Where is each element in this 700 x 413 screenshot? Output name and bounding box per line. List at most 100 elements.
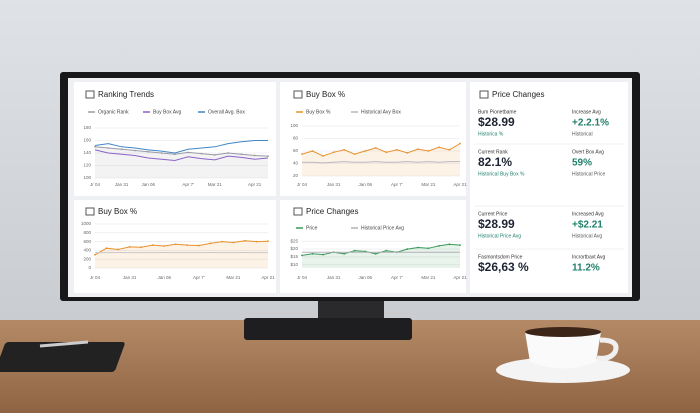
x-tick-label: Apr 21 — [453, 275, 467, 280]
title-icon — [293, 207, 303, 216]
chart-title: Ranking Trends — [98, 90, 154, 99]
panel — [74, 200, 276, 293]
point — [374, 146, 377, 149]
point — [128, 245, 131, 248]
legend-label: Overall Avg. Box — [208, 109, 245, 115]
point — [160, 152, 163, 154]
title-icon — [85, 207, 95, 216]
card-label: Incrortbaxt Avg — [572, 254, 605, 260]
x-tick-label: Apr 21 — [453, 182, 467, 187]
point — [459, 244, 461, 247]
point — [406, 248, 409, 250]
point — [406, 151, 409, 154]
point — [427, 150, 430, 152]
point — [353, 153, 356, 156]
notebook — [0, 342, 125, 372]
card-label: Increase Avg — [572, 109, 601, 115]
point — [253, 154, 256, 157]
x-tick-label: Jan 06 — [157, 275, 171, 280]
point — [395, 148, 398, 151]
title-icon — [479, 90, 489, 99]
point — [94, 253, 96, 256]
x-tick-label: Jan 31 — [327, 275, 341, 280]
point — [107, 147, 110, 149]
legend-label: Buy Box Avg — [153, 109, 181, 115]
point — [343, 252, 346, 255]
y-tick-label: $10 — [290, 262, 298, 267]
x-tick-label: Apr 7' — [391, 182, 403, 187]
point — [267, 240, 269, 243]
card-sub: Historica % — [478, 131, 504, 137]
legend-label: Organic Rank — [98, 109, 129, 115]
saucer — [496, 357, 630, 383]
y-tick-label: $15 — [290, 254, 298, 259]
chart-title: Price Changes — [306, 207, 358, 216]
panel — [280, 82, 466, 196]
point — [120, 148, 123, 151]
point — [301, 254, 303, 257]
x-tick-label: Mar 21 — [421, 182, 436, 187]
point — [151, 244, 154, 247]
card-label: Current Rank — [478, 149, 508, 155]
area — [302, 244, 460, 268]
series-line — [94, 149, 269, 162]
point — [322, 253, 324, 256]
series-line — [301, 143, 461, 157]
point — [117, 248, 119, 251]
point — [385, 151, 388, 154]
pen — [39, 340, 89, 348]
point — [311, 150, 314, 152]
card-sub: Historical Price Avg — [478, 233, 521, 239]
x-tick-label: Mar 21 — [208, 182, 223, 187]
x-tick-label: Apr 7' — [193, 275, 205, 280]
point — [364, 150, 367, 152]
card-sub: Historical Avg — [572, 233, 602, 239]
point — [322, 155, 324, 157]
point — [448, 243, 451, 246]
point — [186, 244, 189, 247]
card-label: Current Price — [478, 211, 508, 217]
point — [416, 246, 419, 249]
point — [197, 244, 200, 247]
monitor-base — [244, 318, 412, 340]
legend-label: Buy Box % — [306, 109, 331, 115]
point — [140, 246, 143, 249]
point — [244, 239, 246, 242]
chart-title: Buy Box % — [306, 90, 345, 99]
y-tick-label: 40 — [293, 161, 299, 166]
point — [374, 252, 377, 255]
y-tick-label: 200 — [83, 256, 91, 261]
y-tick-label: 100 — [290, 123, 298, 128]
series-line — [94, 240, 269, 256]
point — [311, 252, 314, 255]
point — [94, 145, 96, 148]
y-tick-label: 80 — [293, 136, 299, 141]
card-sub: Historical Buy Box % — [478, 171, 525, 177]
point — [147, 150, 150, 153]
x-tick-label: Apr 21 — [248, 182, 262, 187]
point — [448, 148, 451, 151]
card-value: $28.99 — [478, 217, 515, 231]
point — [438, 244, 440, 247]
card-value: $28.99 — [478, 115, 515, 129]
x-tick-label: Apr 7' — [391, 275, 403, 280]
point — [220, 240, 223, 243]
area — [302, 143, 460, 176]
y-tick-label: $20 — [290, 246, 298, 251]
card-value: 82.1% — [478, 155, 512, 169]
point — [200, 152, 203, 155]
point — [213, 153, 216, 156]
x-tick-label: Jan 31 — [123, 275, 137, 280]
point — [385, 249, 388, 252]
point — [187, 151, 190, 154]
point — [438, 146, 440, 149]
x-tick-label: Jr 04 — [297, 275, 308, 280]
card-label: Bum Pionetbame — [478, 109, 517, 115]
legend-label: Price — [306, 225, 318, 231]
cup — [525, 332, 601, 369]
card-value: +$2.21 — [572, 220, 603, 231]
coffee — [525, 327, 601, 337]
x-tick-label: Jr 04 — [90, 182, 101, 187]
point — [343, 148, 346, 151]
